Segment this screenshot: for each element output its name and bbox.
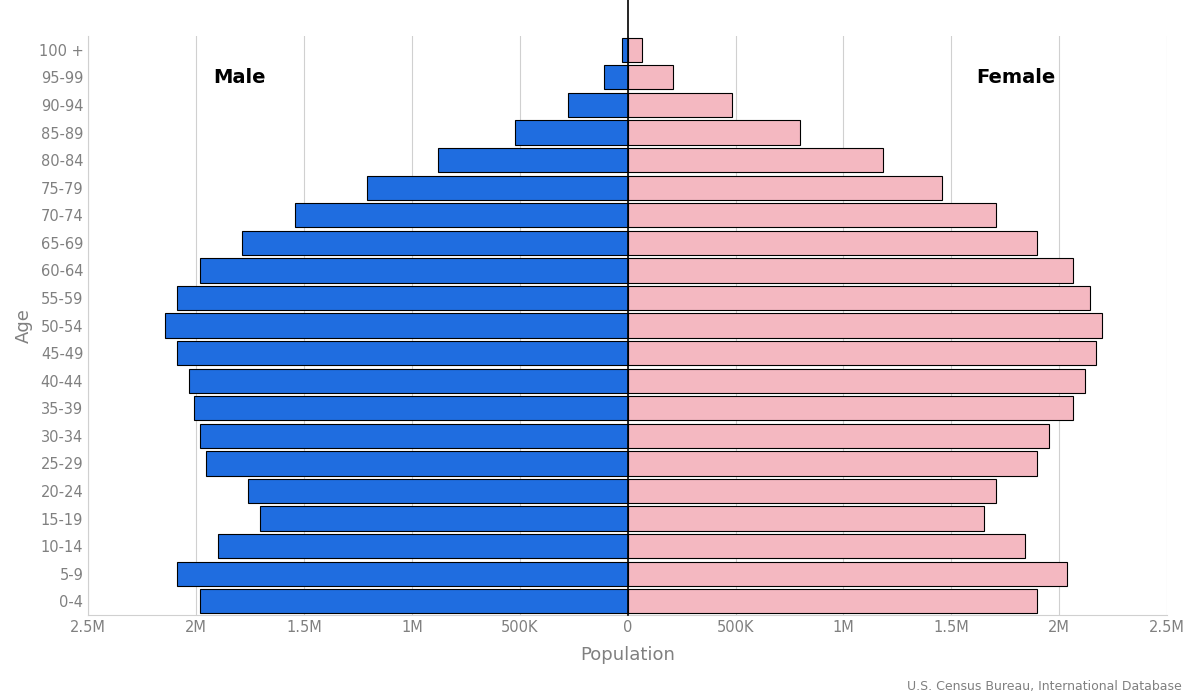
Bar — [194, 396, 628, 421]
Bar — [218, 534, 628, 558]
Text: U.S. Census Bureau, International Database: U.S. Census Bureau, International Databa… — [907, 680, 1182, 693]
Bar — [366, 176, 628, 199]
Bar — [569, 93, 628, 117]
Bar — [248, 479, 628, 503]
Bar — [628, 534, 1025, 558]
Bar — [628, 506, 984, 531]
Bar — [200, 258, 628, 283]
Bar — [164, 314, 628, 337]
Bar — [628, 203, 996, 228]
Bar — [628, 424, 1049, 448]
Bar — [628, 341, 1097, 365]
Bar — [628, 479, 996, 503]
Bar — [628, 120, 799, 145]
Y-axis label: Age: Age — [14, 308, 32, 343]
Bar — [515, 120, 628, 145]
Bar — [628, 176, 942, 199]
Bar — [200, 589, 628, 613]
Bar — [628, 65, 673, 90]
Bar — [628, 93, 732, 117]
Bar — [628, 231, 1037, 255]
Bar — [604, 65, 628, 90]
Bar — [628, 148, 883, 172]
Text: Male: Male — [212, 68, 265, 87]
Bar — [176, 561, 628, 586]
Bar — [628, 286, 1091, 310]
Text: Female: Female — [977, 68, 1056, 87]
Bar — [628, 396, 1073, 421]
Bar — [622, 38, 628, 62]
Bar — [176, 341, 628, 365]
Bar — [295, 203, 628, 228]
Bar — [438, 148, 628, 172]
Bar — [628, 452, 1037, 475]
X-axis label: Population: Population — [580, 646, 676, 664]
Bar — [628, 258, 1073, 283]
Bar — [628, 314, 1103, 337]
Bar — [176, 286, 628, 310]
Bar — [200, 424, 628, 448]
Bar — [628, 368, 1085, 393]
Bar — [628, 589, 1037, 613]
Bar — [628, 561, 1067, 586]
Bar — [188, 368, 628, 393]
Bar — [206, 452, 628, 475]
Bar — [259, 506, 628, 531]
Bar — [242, 231, 628, 255]
Bar — [628, 38, 642, 62]
